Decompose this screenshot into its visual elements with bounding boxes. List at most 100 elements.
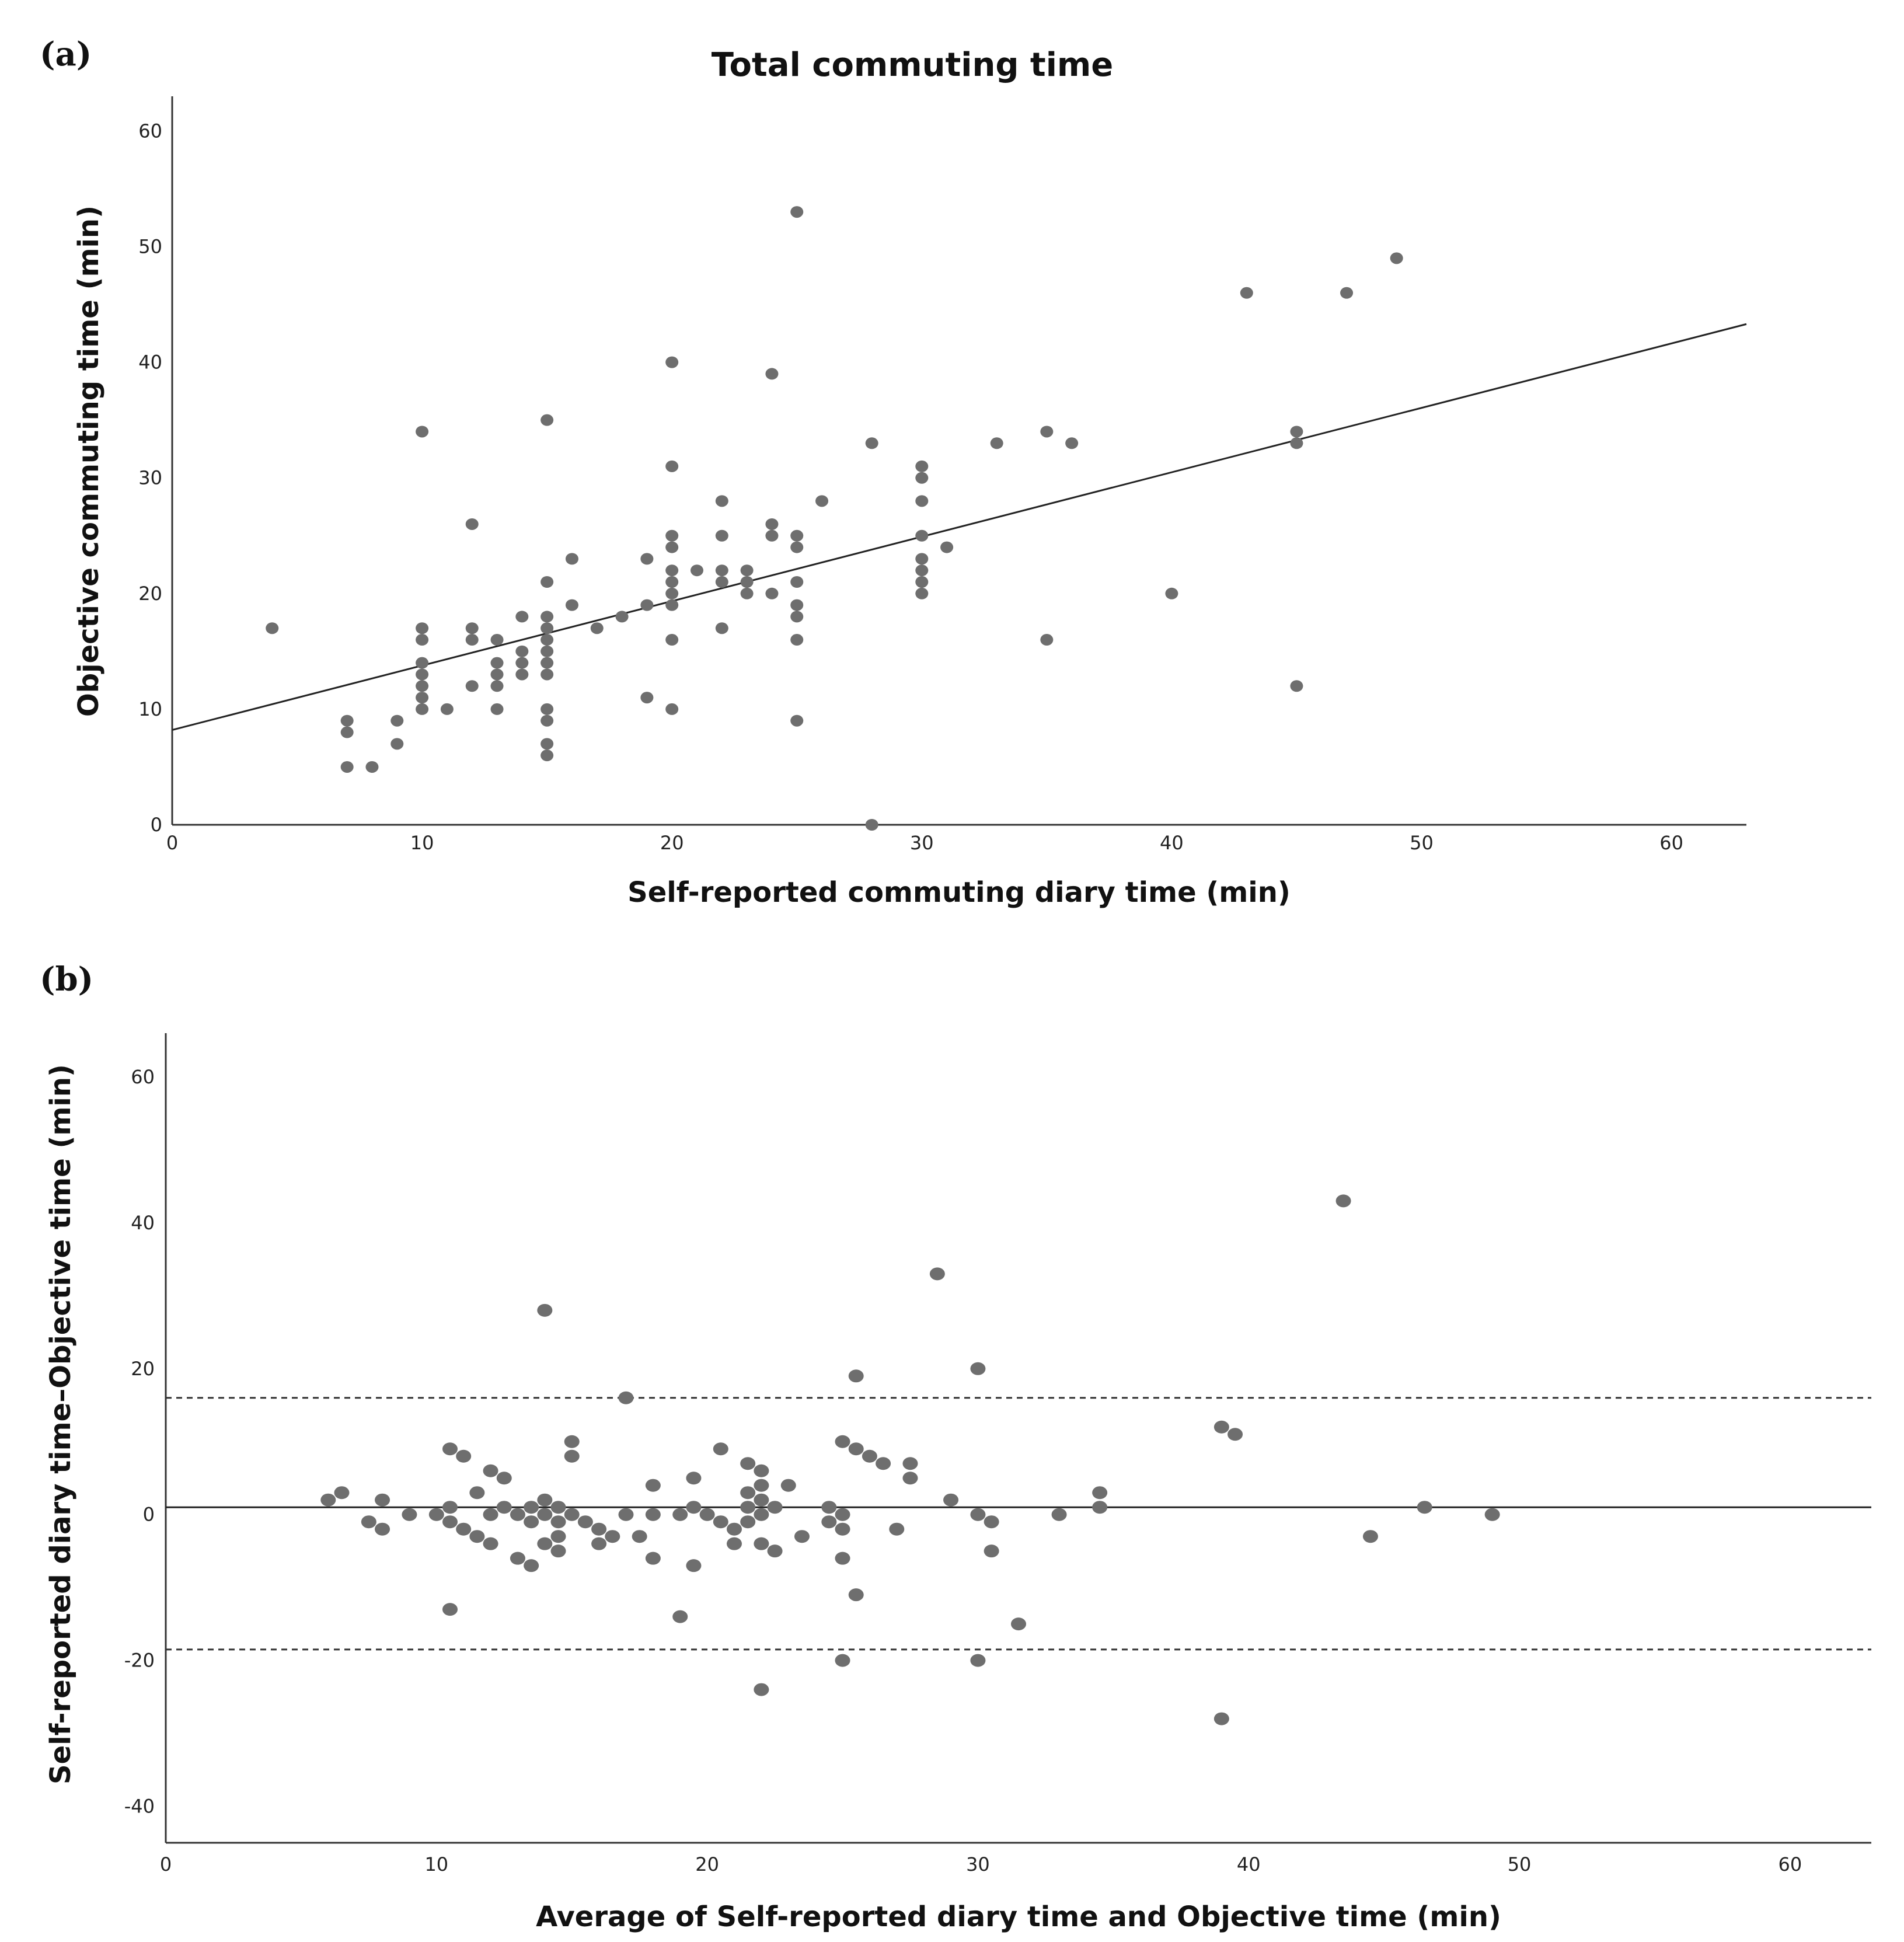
data-point <box>618 1391 634 1404</box>
panel-a-x-tick-labels: 0 10 20 30 40 50 60 <box>166 832 1683 854</box>
data-point <box>915 472 929 484</box>
data-point <box>564 1435 580 1448</box>
data-point <box>490 634 504 646</box>
data-point <box>765 368 779 380</box>
data-point <box>929 1267 945 1281</box>
data-point <box>915 564 929 577</box>
x-tick-label: 50 <box>1410 832 1434 854</box>
panel-a-x-axis-title: Self-reported commuting diary time (min) <box>627 876 1291 909</box>
data-point <box>465 634 479 646</box>
data-point <box>754 1479 769 1492</box>
data-point <box>984 1544 999 1558</box>
data-point <box>1290 426 1303 438</box>
data-point <box>754 1683 769 1696</box>
data-point <box>456 1522 472 1536</box>
x-tick-label: 20 <box>660 832 684 854</box>
data-point <box>665 587 679 599</box>
data-point <box>442 1501 458 1514</box>
data-point <box>665 564 679 577</box>
y-tick-label: 50 <box>138 236 162 258</box>
data-point <box>524 1559 539 1573</box>
data-point <box>375 1522 390 1536</box>
data-point <box>442 1515 458 1529</box>
data-point <box>540 611 554 623</box>
data-point <box>665 703 679 715</box>
data-point <box>266 622 279 634</box>
data-point <box>334 1486 350 1500</box>
data-point <box>715 622 728 634</box>
chart-title: Total commuting time <box>712 46 1113 84</box>
panel-b-bland-altman-plot: (b) 0 10 20 30 40 50 60 -40 -20 0 20 40 60 Average … <box>40 960 1871 1933</box>
data-point <box>550 1530 566 1543</box>
data-point <box>416 622 429 634</box>
data-point <box>691 564 703 577</box>
x-tick-label: 60 <box>1659 832 1683 854</box>
data-point <box>428 1508 444 1521</box>
panel-a-y-tick-labels: 0 10 20 30 40 50 60 <box>138 120 162 836</box>
data-point <box>469 1530 485 1543</box>
regression-line <box>172 323 1747 731</box>
data-point <box>715 495 728 507</box>
data-point <box>640 553 654 565</box>
panel-b-label: (b) <box>40 960 93 999</box>
x-tick-label: 40 <box>1237 1853 1261 1875</box>
data-point <box>390 714 404 727</box>
data-point <box>465 518 479 530</box>
data-point <box>790 611 804 623</box>
panel-b-y-axis-title: Self-reported diary time–Objective time … <box>44 1064 77 1784</box>
data-point <box>727 1522 742 1536</box>
data-point <box>665 460 679 472</box>
panel-b-y-tick-labels: -40 -20 0 20 40 60 <box>124 1066 155 1818</box>
data-point <box>483 1464 498 1477</box>
data-point <box>416 680 429 692</box>
data-point <box>915 495 929 507</box>
data-point <box>1484 1508 1500 1521</box>
data-point <box>765 518 779 530</box>
data-point <box>440 703 454 715</box>
y-tick-label: 60 <box>138 120 162 142</box>
data-point <box>740 1486 756 1500</box>
panel-b-x-axis-title: Average of Self-reported diary time and … <box>536 1901 1501 1933</box>
data-point <box>416 668 429 681</box>
data-point <box>794 1530 810 1543</box>
data-point <box>442 1603 458 1616</box>
data-point <box>540 414 554 426</box>
data-point <box>835 1551 850 1565</box>
data-point <box>715 529 728 542</box>
data-point <box>564 1508 580 1521</box>
y-tick-label: 10 <box>138 698 162 720</box>
data-point <box>490 703 504 715</box>
data-point <box>490 680 504 692</box>
panel-a-label: (a) <box>40 35 92 74</box>
data-point <box>848 1442 864 1456</box>
data-point <box>1290 437 1303 449</box>
data-point <box>1092 1486 1108 1500</box>
data-point <box>902 1472 918 1485</box>
data-point <box>943 1493 959 1507</box>
data-point <box>865 819 878 831</box>
data-point <box>815 495 829 507</box>
y-tick-label: 0 <box>151 814 162 836</box>
data-point <box>361 1515 376 1529</box>
data-point <box>1228 1428 1243 1441</box>
data-point <box>632 1530 647 1543</box>
data-point <box>1213 1420 1229 1434</box>
data-point <box>1011 1617 1026 1631</box>
data-point <box>940 541 954 553</box>
data-point <box>713 1515 728 1529</box>
data-point <box>984 1515 999 1529</box>
data-point <box>540 645 554 657</box>
panel-a-scatter-plot: (a) Total commuting time 0 10 20 30 40 50 60 0… <box>40 35 1747 909</box>
panel-b-x-tick-labels: 0 10 20 30 40 50 60 <box>160 1853 1802 1875</box>
data-point <box>1213 1712 1229 1725</box>
data-point <box>740 1501 756 1514</box>
data-point <box>564 1449 580 1463</box>
y-tick-label: 60 <box>131 1066 155 1088</box>
data-point <box>540 714 554 727</box>
data-point <box>416 703 429 715</box>
data-point <box>540 703 554 715</box>
x-tick-label: 30 <box>910 832 934 854</box>
data-point <box>645 1508 661 1521</box>
data-point <box>790 714 804 727</box>
data-point <box>767 1544 783 1558</box>
